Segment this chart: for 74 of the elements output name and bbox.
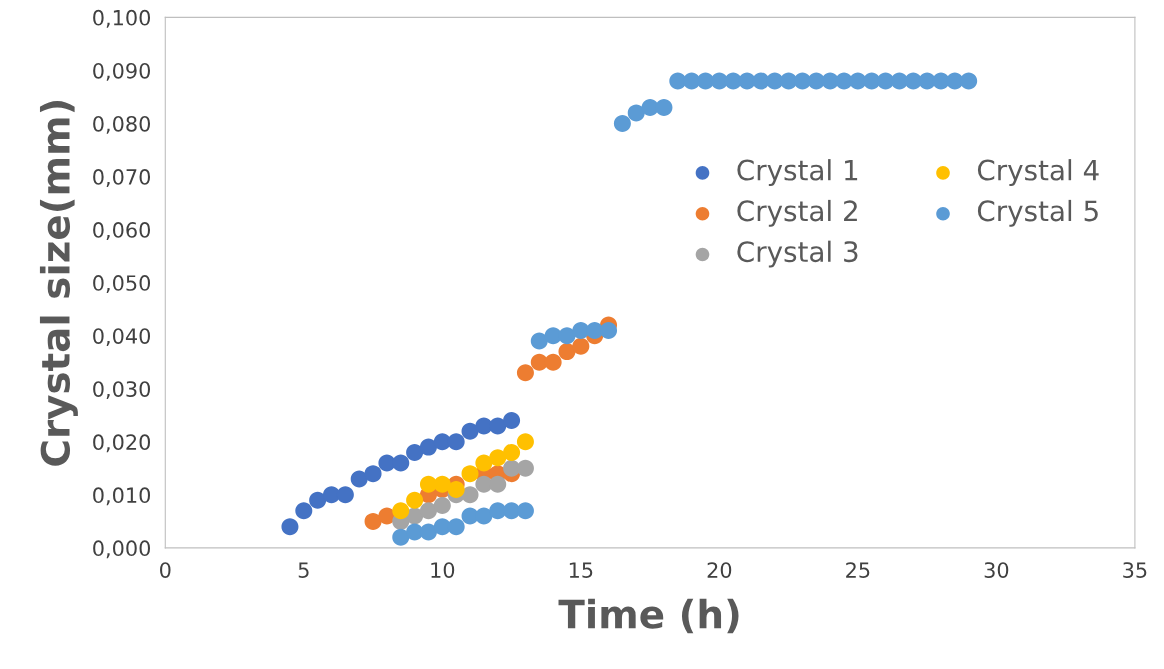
- point: [447, 433, 465, 451]
- x-tick-label: 15: [569, 562, 593, 578]
- point: [419, 502, 437, 520]
- point: [336, 486, 354, 504]
- point: [641, 99, 659, 117]
- point: [406, 491, 424, 509]
- point: [600, 321, 618, 339]
- point: [516, 502, 534, 520]
- legend-label: Crystal 2: [737, 199, 857, 227]
- point: [503, 443, 521, 461]
- x-axis-title: Time (h): [558, 598, 739, 634]
- point: [655, 99, 673, 117]
- y-tick-label: 0,030: [93, 381, 151, 400]
- legend-label: Crystal 4: [977, 159, 1099, 186]
- legend-label: Crystal 1: [737, 159, 858, 186]
- y-tick-label: 0,050: [93, 275, 151, 293]
- y-axis-title: Crystal size(mm): [39, 101, 78, 466]
- point: [406, 443, 424, 461]
- point: [350, 470, 368, 488]
- y-tick-label: 0,010: [93, 487, 151, 506]
- point: [489, 417, 507, 435]
- point: [475, 507, 493, 525]
- x-tick-label: 30: [984, 562, 1009, 578]
- y-tick-label: 0,040: [93, 328, 151, 347]
- point: [447, 481, 465, 499]
- y-tick-label: 0,090: [93, 62, 151, 81]
- y-tick-label: 0,100: [93, 9, 151, 28]
- point: [433, 433, 451, 451]
- point: [461, 422, 479, 440]
- legend-label: Crystal 5: [977, 199, 1098, 227]
- point: [364, 465, 382, 483]
- point: [392, 454, 410, 472]
- point: [613, 114, 631, 132]
- point: [489, 475, 507, 493]
- y-tick-label: 0,070: [93, 169, 151, 187]
- point: [419, 523, 437, 541]
- x-tick-label: 0: [160, 562, 171, 578]
- x-tick-label: 20: [707, 562, 732, 578]
- point: [364, 512, 382, 530]
- point: [461, 486, 479, 504]
- y-tick-label: 0,020: [93, 434, 151, 453]
- point: [392, 528, 410, 546]
- x-tick-label: 10: [431, 562, 455, 578]
- point: [433, 518, 451, 536]
- point: [295, 502, 313, 520]
- x-tick-label: 25: [846, 562, 870, 578]
- point: [544, 353, 562, 371]
- y-tick-label: 0,080: [93, 115, 151, 134]
- x-tick-label: 5: [298, 562, 309, 578]
- point: [558, 343, 576, 361]
- point: [558, 327, 576, 345]
- y-tick-label: 0,060: [93, 222, 151, 240]
- point: [475, 454, 493, 472]
- y-tick-label: 0,000: [93, 540, 151, 559]
- point: [433, 475, 451, 493]
- point: [489, 449, 507, 467]
- point: [281, 518, 299, 536]
- point: [447, 518, 465, 536]
- legend-label: Crystal 3: [737, 240, 858, 268]
- point: [461, 465, 479, 483]
- point: [433, 496, 451, 514]
- point: [419, 438, 437, 456]
- point: [392, 502, 410, 520]
- point: [960, 72, 978, 90]
- point: [309, 491, 327, 509]
- point: [530, 332, 548, 350]
- point: [516, 364, 534, 382]
- point: [516, 433, 534, 451]
- x-tick-label: 35: [1123, 562, 1147, 578]
- point: [516, 459, 534, 477]
- point: [503, 412, 521, 430]
- point: [572, 337, 590, 355]
- point: [572, 321, 590, 339]
- point: [627, 104, 645, 122]
